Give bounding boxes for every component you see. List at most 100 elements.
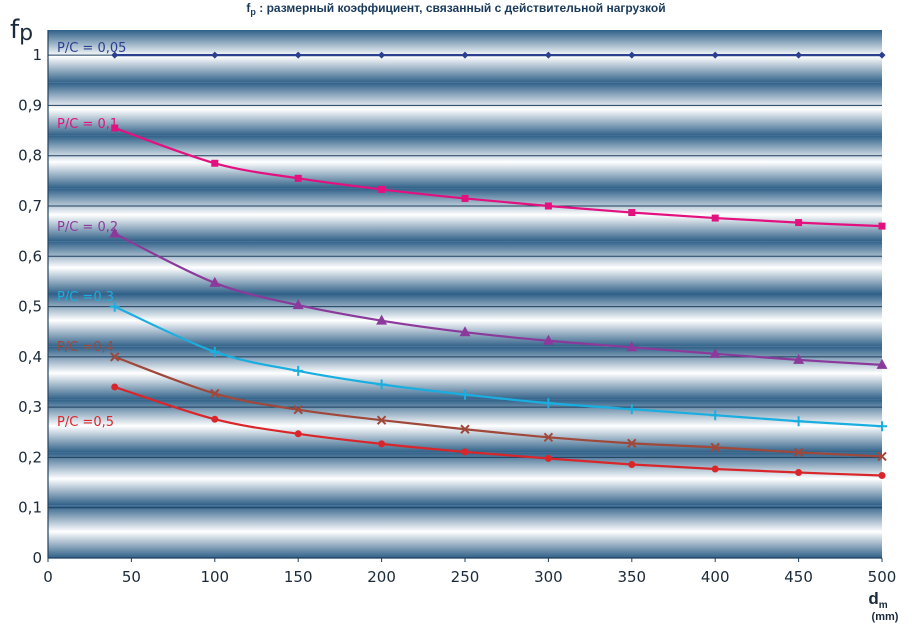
series-line — [114, 385, 883, 477]
data-point — [376, 379, 387, 390]
series-label: P/C = 0,1 — [57, 117, 118, 132]
y-tick-label: 0,6 — [18, 247, 42, 265]
y-label-sub: p — [19, 21, 33, 46]
series-3: P/C =0,3 — [57, 290, 887, 432]
data-point — [378, 185, 386, 193]
series-line — [114, 355, 883, 458]
data-point — [211, 415, 219, 423]
x-tick-label: 350 — [617, 568, 646, 586]
series-label: P/C =0,4 — [57, 340, 114, 355]
series-line — [114, 127, 883, 228]
data-point — [878, 222, 886, 230]
data-point — [292, 299, 304, 310]
data-point — [628, 51, 636, 59]
x-tick-label: 400 — [701, 568, 730, 586]
data-point — [710, 410, 721, 421]
background-band — [48, 135, 882, 189]
chart-title: fp : размерный коэффициент, связанный с … — [246, 1, 665, 17]
data-point — [543, 432, 554, 443]
x-tick-label: 250 — [451, 568, 480, 586]
data-point — [293, 365, 304, 376]
data-point — [294, 430, 302, 438]
x-label-main: d — [868, 589, 878, 608]
data-point — [795, 219, 803, 227]
data-point — [209, 276, 221, 287]
data-point — [876, 358, 888, 369]
series-label: P/C = 0,2 — [57, 220, 118, 235]
data-point — [542, 334, 554, 345]
x-tick-label: 500 — [868, 568, 897, 586]
y-tick-label: 0,2 — [18, 448, 42, 466]
y-tick-label: 0,4 — [18, 348, 42, 366]
data-point — [628, 209, 636, 217]
y-tick-label: 0,3 — [18, 398, 42, 416]
data-point — [294, 51, 302, 59]
data-point — [461, 51, 469, 59]
x-tick-label: 0 — [43, 568, 53, 586]
series-label: P/C =0,5 — [57, 415, 114, 430]
data-point — [878, 51, 886, 59]
data-point — [461, 448, 469, 456]
background-band — [48, 82, 882, 136]
x-tick-label: 200 — [367, 568, 396, 586]
data-point — [795, 469, 803, 477]
series-label: P/C = 0,05 — [57, 41, 126, 56]
x-axis-label: dm — [868, 589, 887, 611]
data-point — [210, 388, 220, 399]
series-5: P/C =0,5 — [57, 383, 886, 480]
x-tick-label: 450 — [784, 568, 813, 586]
title-sub: p — [250, 7, 256, 17]
background-band — [48, 399, 882, 453]
data-point — [460, 424, 470, 434]
y-tick-label: 0,1 — [18, 499, 42, 517]
data-point — [711, 51, 719, 59]
series-2: P/C = 0,2 — [57, 220, 888, 369]
y-axis-label: fp — [10, 15, 33, 46]
data-point — [709, 347, 721, 358]
data-point — [793, 353, 805, 364]
x-tick-label: 50 — [122, 568, 141, 586]
data-point — [877, 451, 887, 462]
data-point — [544, 202, 552, 210]
data-point — [110, 352, 120, 362]
data-point — [378, 51, 386, 59]
x-label-sub: m — [879, 600, 888, 611]
background-band — [48, 241, 882, 294]
series-0: P/C = 0,05 — [57, 41, 886, 59]
data-point — [461, 194, 469, 202]
series-label: P/C =0,3 — [57, 290, 114, 305]
data-point — [544, 51, 552, 59]
x-tick-label: 100 — [200, 568, 229, 586]
data-point — [211, 51, 219, 59]
data-point — [543, 398, 554, 409]
y-tick-label: 0,8 — [18, 147, 42, 165]
series-line — [114, 232, 883, 367]
data-point — [111, 51, 119, 59]
plot-background — [48, 30, 882, 558]
x-axis-unit: (mm) — [872, 611, 899, 623]
data-point — [877, 421, 887, 432]
data-point — [376, 314, 388, 325]
data-point — [294, 174, 302, 182]
data-point — [109, 227, 121, 238]
data-point — [795, 51, 803, 59]
series-line — [114, 305, 883, 428]
data-point — [378, 440, 386, 448]
y-tick-label: 0 — [32, 549, 42, 567]
series-1: P/C = 0,1 — [57, 117, 886, 230]
y-tick-labels: 0 0,1 0,2 0,3 0,4 0,5 0,6 0,7 0,8 0,9 1 — [18, 46, 42, 567]
y-tick-label: 0,5 — [18, 298, 42, 316]
series-group: P/C = 0,05 P/C = 0,1 P/C = 0,2 P/C =0,3 P/C … — [57, 41, 888, 480]
data-point — [111, 383, 119, 391]
data-point — [793, 447, 804, 458]
series-4: P/C =0,4 — [57, 340, 887, 462]
x-tick-label: 300 — [534, 568, 563, 586]
y-label-main: f — [10, 15, 20, 45]
data-point — [878, 472, 886, 480]
y-tick-label: 0,9 — [18, 96, 42, 114]
x-tick-labels: 0 50 100 150 200 250 300 350 400 450 500 — [43, 558, 896, 586]
data-point — [626, 341, 638, 352]
data-point — [627, 438, 637, 449]
data-point — [710, 442, 720, 453]
background-band — [48, 294, 882, 347]
